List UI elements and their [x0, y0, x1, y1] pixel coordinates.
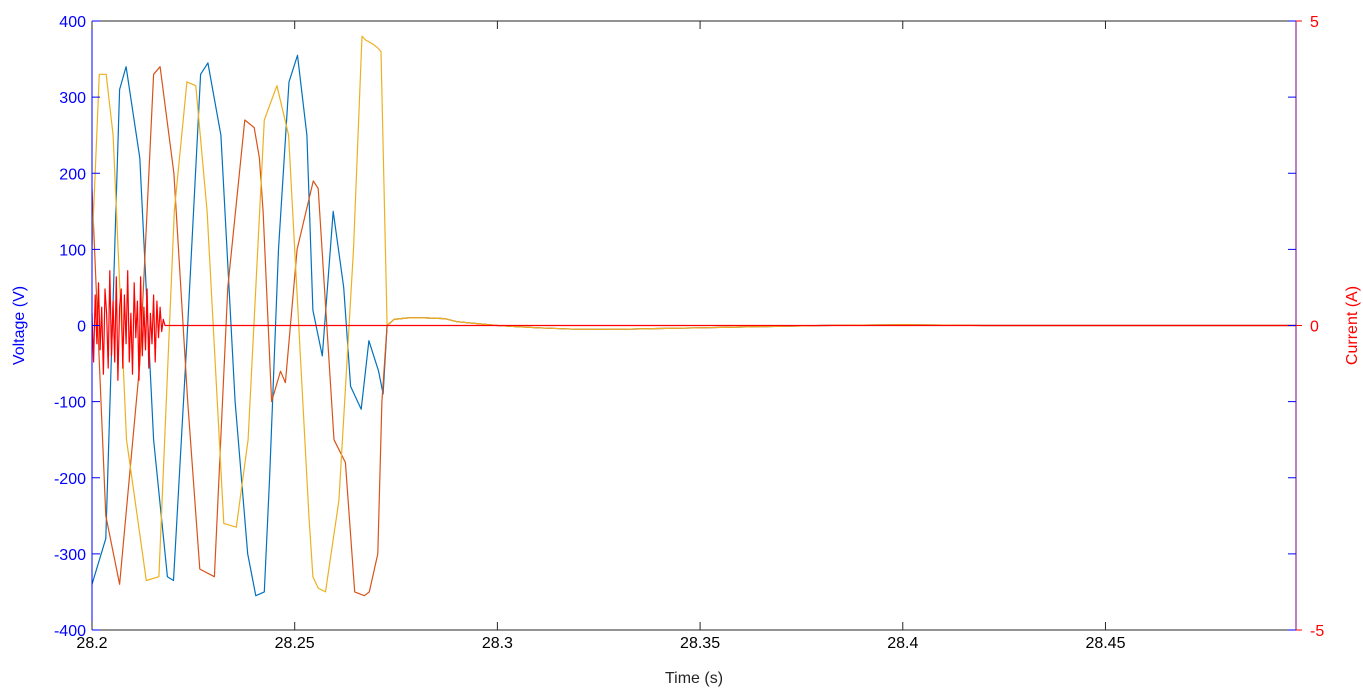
x-tick-label: 28.4 — [887, 635, 918, 652]
labels-layer: Time (s) Voltage (V) Current (A) — [11, 286, 1361, 687]
y-left-tick-label: -300 — [54, 547, 86, 564]
axes-layer: 28.2 28.25 28.3 28.35 28.4 28.45 -400 -300 -200 -… — [54, 14, 1324, 652]
series-line-3 — [91, 270, 1296, 381]
x-tick-label: 28.2 — [76, 635, 107, 652]
x-tick-label: 28.25 — [275, 635, 315, 652]
y-left-tick-label: 400 — [59, 14, 86, 31]
y-left-tick-label: 100 — [59, 242, 86, 259]
x-tick-label: 28.35 — [680, 635, 720, 652]
x-axis-label: Time (s) — [665, 670, 723, 687]
y-axis-left-label: Voltage (V) — [11, 286, 28, 365]
series-line-2 — [91, 35, 1296, 593]
y-left-tick-label: -400 — [54, 623, 86, 640]
y-right-tick-label: 0 — [1310, 319, 1319, 336]
x-tick-label: 28.3 — [482, 635, 513, 652]
x-tick-label: 28.45 — [1085, 635, 1125, 652]
y-left-tick-label: 0 — [77, 319, 86, 336]
y-left-tick-label: -200 — [54, 471, 86, 488]
y-right-tick-label: -5 — [1310, 623, 1324, 640]
series-layer — [91, 35, 1296, 597]
y-left-tick-label: 300 — [59, 90, 86, 107]
y-left-tick-label: -100 — [54, 395, 86, 412]
y-left-tick-label: 200 — [59, 166, 86, 183]
y-axis-right-label: Current (A) — [1344, 286, 1361, 365]
y-right-tick-label: 5 — [1310, 14, 1319, 31]
